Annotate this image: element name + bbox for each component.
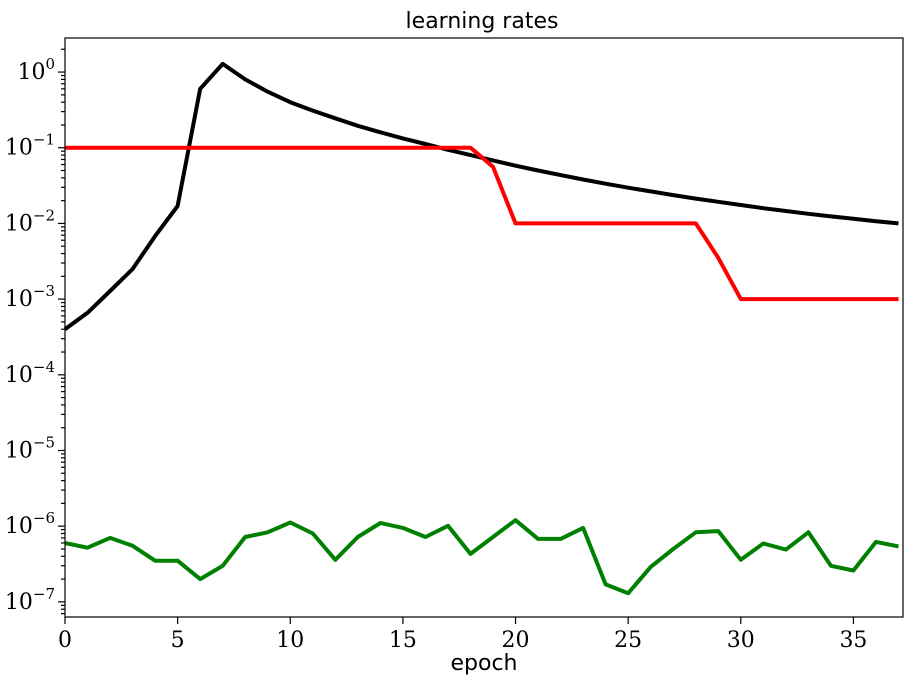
- x-tick-label: 35: [839, 628, 867, 653]
- x-tick-label: 20: [502, 628, 530, 653]
- y-tick-label: 10−1: [5, 131, 55, 161]
- y-tick-label: 10−6: [5, 509, 55, 539]
- x-tick-label: 5: [171, 628, 185, 653]
- plot-frame: [64, 37, 904, 618]
- x-axis-label: epoch: [451, 651, 518, 676]
- y-tick-label: 10−3: [5, 282, 55, 312]
- y-tick-label: 10−4: [5, 358, 55, 388]
- series-3-line: [64, 518, 899, 596]
- series-2-line: [65, 145, 899, 302]
- plot-series: [63, 61, 899, 596]
- x-tick-label: 15: [389, 628, 417, 653]
- y-tick-label: 10−2: [5, 206, 55, 236]
- x-tick-label: 25: [614, 628, 642, 653]
- x-axis: 0 5 10 15 20 25 30 35: [58, 617, 867, 653]
- y-tick-label: 10−5: [5, 433, 55, 463]
- chart-title: learning rates: [406, 9, 559, 34]
- y-axis: 100 10−1 10−2 10−3 10−4 10−5 10−6 10−7: [5, 48, 65, 615]
- x-tick-label: 30: [727, 628, 755, 653]
- y-tick-label: 100: [17, 55, 55, 85]
- x-tick-label: 0: [58, 628, 72, 653]
- x-tick-label: 10: [276, 628, 304, 653]
- series-1-line: [63, 61, 899, 331]
- y-tick-label: 10−7: [5, 585, 55, 615]
